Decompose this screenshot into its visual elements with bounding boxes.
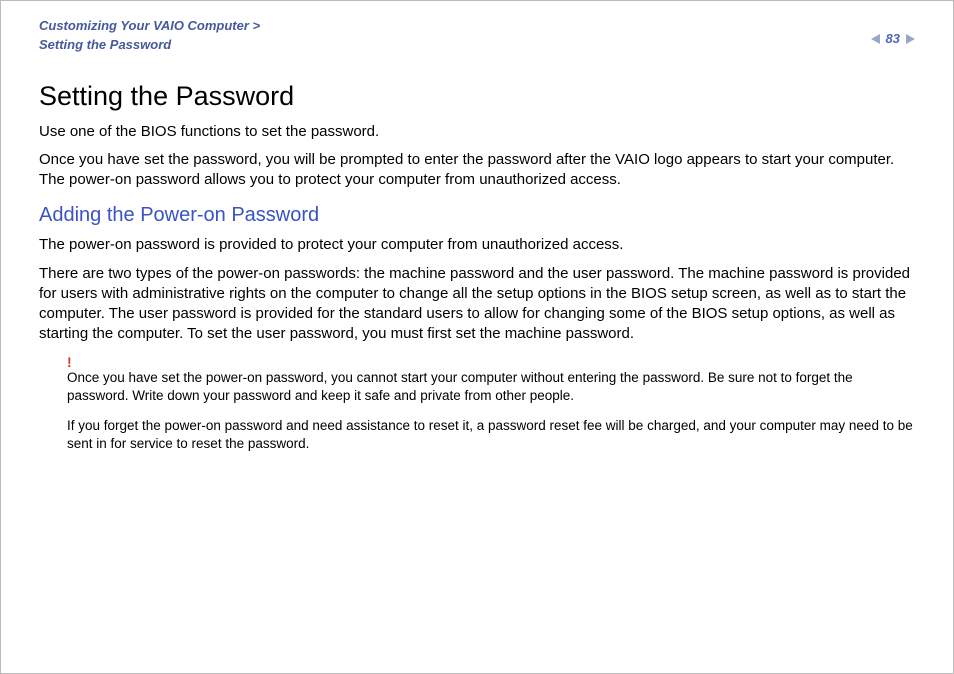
next-page-icon[interactable] [906,34,915,44]
warning-paragraph-2: If you forget the power-on password and … [67,417,915,453]
breadcrumb-line2: Setting the Password [39,36,260,55]
intro-paragraph-1: Use one of the BIOS functions to set the… [39,122,915,142]
sub-paragraph-2: There are two types of the power-on pass… [39,264,915,345]
breadcrumb-line1: Customizing Your VAIO Computer > [39,17,260,36]
page-title: Setting the Password [39,81,915,112]
page-number: 83 [886,31,900,46]
page-content: Setting the Password Use one of the BIOS… [1,63,953,454]
intro-paragraph-2: Once you have set the password, you will… [39,150,915,191]
prev-page-icon[interactable] [871,34,880,44]
breadcrumb: Customizing Your VAIO Computer > Setting… [39,17,260,55]
page-header: Customizing Your VAIO Computer > Setting… [1,1,953,63]
warning-block: ! Once you have set the power-on passwor… [39,355,915,454]
warning-icon: ! [67,355,915,369]
warning-paragraph-1: Once you have set the power-on password,… [67,369,915,405]
sub-paragraph-1: The power-on password is provided to pro… [39,235,915,255]
page-nav: 83 [871,31,915,46]
section-subheading: Adding the Power-on Password [39,204,915,227]
